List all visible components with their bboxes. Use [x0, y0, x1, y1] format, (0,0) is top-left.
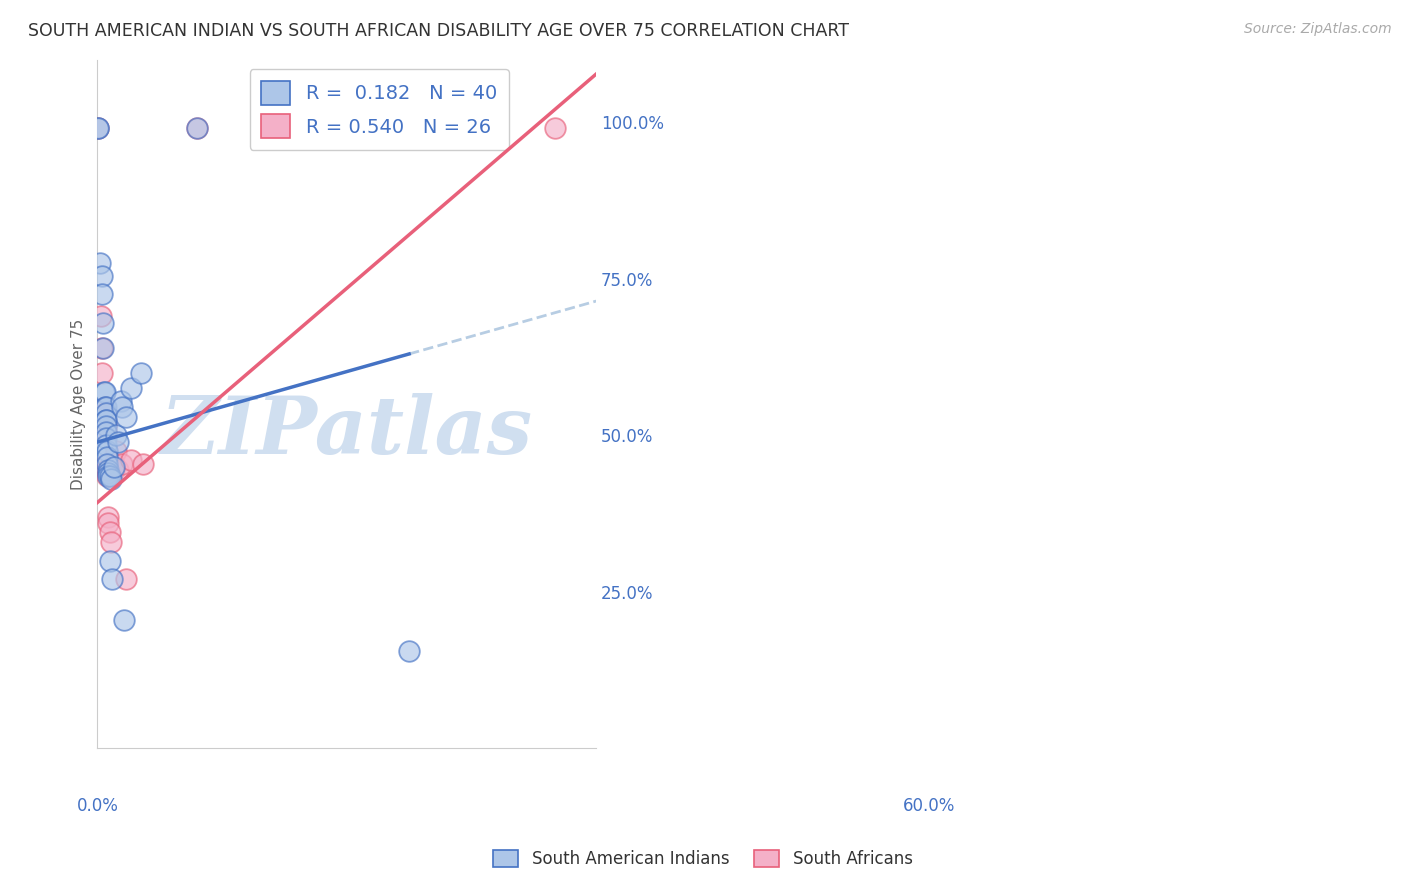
Point: [90, 310, 112, 324]
Point: [89, 256, 111, 270]
Point: [120, 453, 142, 467]
Point: [111, 457, 134, 471]
Point: [94, 384, 117, 399]
Point: [104, 444, 127, 458]
Point: [96, 444, 118, 458]
Point: [96, 413, 118, 427]
Point: [96, 469, 118, 483]
Point: [94, 400, 117, 414]
Point: [96, 419, 118, 434]
Point: [98, 553, 121, 567]
Legend: R =  0.182   N = 40, R = 0.540   N = 26: R = 0.182 N = 40, R = 0.540 N = 26: [249, 70, 509, 150]
Point: [91, 341, 114, 355]
Point: [112, 613, 135, 627]
Legend: South American Indians, South Africans: South American Indians, South Africans: [486, 843, 920, 875]
Point: [186, 121, 208, 136]
Point: [87, 121, 110, 136]
Point: [96, 463, 118, 477]
Point: [107, 434, 129, 449]
Point: [101, 573, 124, 587]
Point: [96, 425, 118, 440]
Point: [90, 268, 112, 283]
Y-axis label: Disability Age Over 75: Disability Age Over 75: [72, 318, 86, 490]
Point: [110, 393, 132, 408]
Point: [91, 366, 114, 380]
Point: [94, 406, 117, 420]
Point: [120, 381, 142, 395]
Point: [87, 121, 110, 136]
Point: [94, 413, 117, 427]
Point: [94, 406, 117, 420]
Point: [96, 425, 118, 440]
Point: [111, 400, 134, 414]
Point: [107, 463, 129, 477]
Text: SOUTH AMERICAN INDIAN VS SOUTH AFRICAN DISABILITY AGE OVER 75 CORRELATION CHART: SOUTH AMERICAN INDIAN VS SOUTH AFRICAN D…: [28, 22, 849, 40]
Point: [94, 419, 117, 434]
Point: [98, 525, 121, 540]
Point: [97, 516, 120, 530]
Point: [398, 644, 420, 658]
Point: [96, 457, 118, 471]
Point: [186, 121, 208, 136]
Point: [97, 463, 120, 477]
Point: [97, 466, 120, 480]
Point: [90, 341, 112, 355]
Point: [294, 121, 316, 136]
Point: [98, 469, 121, 483]
Point: [91, 316, 114, 330]
Point: [97, 469, 120, 483]
Point: [96, 450, 118, 465]
Point: [132, 457, 155, 471]
Point: [96, 438, 118, 452]
Point: [96, 457, 118, 471]
Point: [94, 413, 117, 427]
Point: [96, 432, 118, 446]
Point: [543, 121, 565, 136]
Point: [104, 428, 127, 442]
Point: [100, 472, 122, 486]
Text: 0.0%: 0.0%: [76, 797, 118, 814]
Point: [90, 287, 112, 301]
Text: ZIPatlas: ZIPatlas: [160, 392, 533, 470]
Point: [115, 573, 138, 587]
Point: [103, 463, 125, 477]
Point: [115, 409, 138, 424]
Text: 60.0%: 60.0%: [903, 797, 955, 814]
Text: Source: ZipAtlas.com: Source: ZipAtlas.com: [1244, 22, 1392, 37]
Point: [103, 457, 125, 471]
Point: [97, 509, 120, 524]
Point: [100, 534, 122, 549]
Point: [94, 406, 117, 420]
Point: [129, 366, 152, 380]
Point: [93, 384, 115, 399]
Point: [94, 400, 117, 414]
Point: [94, 400, 117, 414]
Point: [103, 459, 125, 474]
Point: [87, 121, 110, 136]
